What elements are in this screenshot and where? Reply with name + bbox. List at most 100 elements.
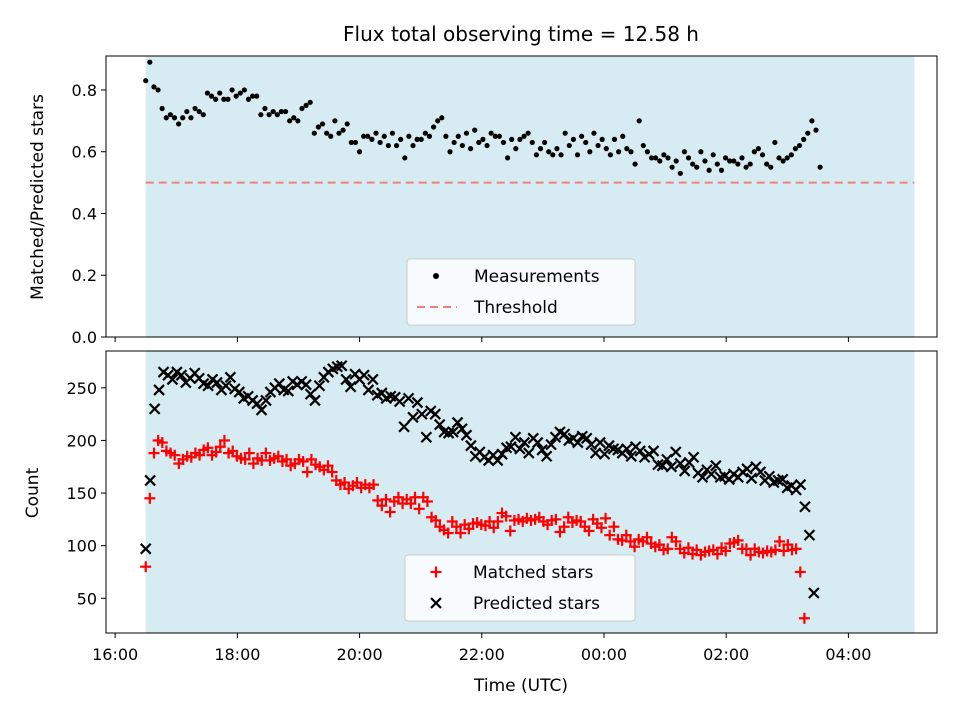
matched-star-point [430, 514, 442, 526]
measurement-point [176, 121, 182, 127]
predicted-star-point [545, 438, 557, 451]
matched-star-point [492, 515, 504, 527]
predicted-star-point [456, 423, 468, 435]
measurement-point [422, 130, 428, 136]
matched-star-point [558, 521, 570, 533]
measurement-point [410, 142, 416, 149]
measurement-point [620, 133, 626, 139]
matched-star-point [144, 492, 156, 504]
measurement-point [727, 158, 733, 164]
predicted-star-point [647, 445, 660, 457]
measurement-point [336, 130, 342, 136]
measurement-point [500, 139, 507, 146]
predicted-star-point [313, 379, 326, 392]
measurement-point [245, 96, 252, 102]
measurement-point [694, 164, 700, 170]
bottom-y-tick-label: 250 [66, 379, 97, 398]
measurement-point [303, 102, 309, 109]
measurement-point [788, 152, 794, 158]
measurement-point [467, 146, 474, 152]
measurement-point [192, 105, 198, 112]
measurement-point [706, 167, 712, 173]
measurement-point [759, 152, 766, 158]
measurement-point [418, 136, 424, 142]
bottom-x-tick-label: 18:00 [214, 645, 260, 664]
measurement-point [743, 164, 749, 170]
matched-star-point [608, 521, 620, 533]
predicted-star-point [696, 471, 709, 484]
legend-matched-label: Matched stars [473, 563, 593, 583]
measurement-point [262, 105, 268, 112]
predicted-star-point [505, 440, 517, 453]
measurement-point [167, 112, 173, 118]
measurement-point [381, 133, 387, 139]
measurement-point [476, 139, 482, 146]
matched-star-point [720, 545, 732, 557]
predicted-star-point [523, 447, 535, 459]
matched-star-point [504, 525, 516, 537]
measurement-point [352, 139, 359, 146]
measurement-point [393, 142, 400, 149]
matched-star-point [339, 477, 351, 489]
measurement-point [484, 142, 490, 149]
measurement-point [570, 136, 576, 142]
measurement-point [632, 161, 638, 167]
measurement-point [159, 105, 165, 112]
measurement-point [599, 136, 605, 142]
measurement-point [430, 124, 437, 130]
measurement-point [208, 93, 215, 99]
measurement-point [681, 149, 688, 155]
measurement-point [344, 121, 350, 127]
measurement-point [463, 130, 470, 136]
predicted-star-point [153, 384, 165, 396]
bottom-y-ticks: 50 100 150 200 250 [66, 379, 106, 608]
measurement-point [328, 133, 334, 139]
measurement-point [616, 149, 622, 155]
predicted-star-point [429, 408, 442, 420]
measurement-point [521, 133, 527, 139]
matched-star-point [260, 447, 272, 459]
predicted-star-point [304, 388, 317, 400]
matched-star-point [281, 453, 293, 465]
legend-measurement-marker [433, 273, 439, 279]
predicted-star-point [233, 386, 246, 398]
predicted-star-point [572, 436, 584, 449]
measurement-point [455, 133, 461, 139]
measurement-point [583, 139, 589, 146]
predicted-star-point [754, 466, 767, 478]
predicted-star-point [808, 587, 820, 599]
measurement-point [739, 155, 745, 161]
matched-star-point [732, 534, 744, 546]
matched-star-point [794, 566, 806, 578]
measurement-point [254, 93, 260, 99]
predicted-star-point [665, 460, 678, 473]
measurement-point [237, 90, 243, 96]
top-y-tick-label: 0.8 [72, 81, 97, 100]
measurement-point [365, 133, 371, 139]
measurement-point [398, 136, 404, 142]
measurement-point [319, 121, 326, 127]
matched-star-point [148, 447, 160, 459]
matched-star-point [297, 455, 309, 467]
measurement-point [250, 93, 256, 99]
measurement-point [241, 87, 248, 93]
measurement-point [459, 142, 465, 149]
measurement-point [332, 118, 338, 124]
predicted-star-point [447, 426, 459, 438]
matched-star-point [595, 522, 607, 534]
predicted-star-point [251, 397, 263, 410]
top-panel: 0.00.20.40.60.8 Matched/Predicted stars … [28, 55, 938, 347]
measurement-point [504, 155, 511, 161]
predicted-star-point [745, 472, 758, 485]
measurement-point [369, 136, 375, 142]
measurement-point [266, 112, 272, 118]
predicted-star-point [282, 385, 295, 397]
legend-matched-marker [430, 566, 442, 578]
matched-star-point [421, 495, 433, 507]
measurement-point [184, 108, 190, 115]
measurement-point [282, 108, 289, 115]
measurement-point [151, 84, 157, 90]
measurement-point [587, 149, 593, 155]
matched-star-point [550, 513, 562, 525]
predicted-star-point [211, 376, 223, 389]
